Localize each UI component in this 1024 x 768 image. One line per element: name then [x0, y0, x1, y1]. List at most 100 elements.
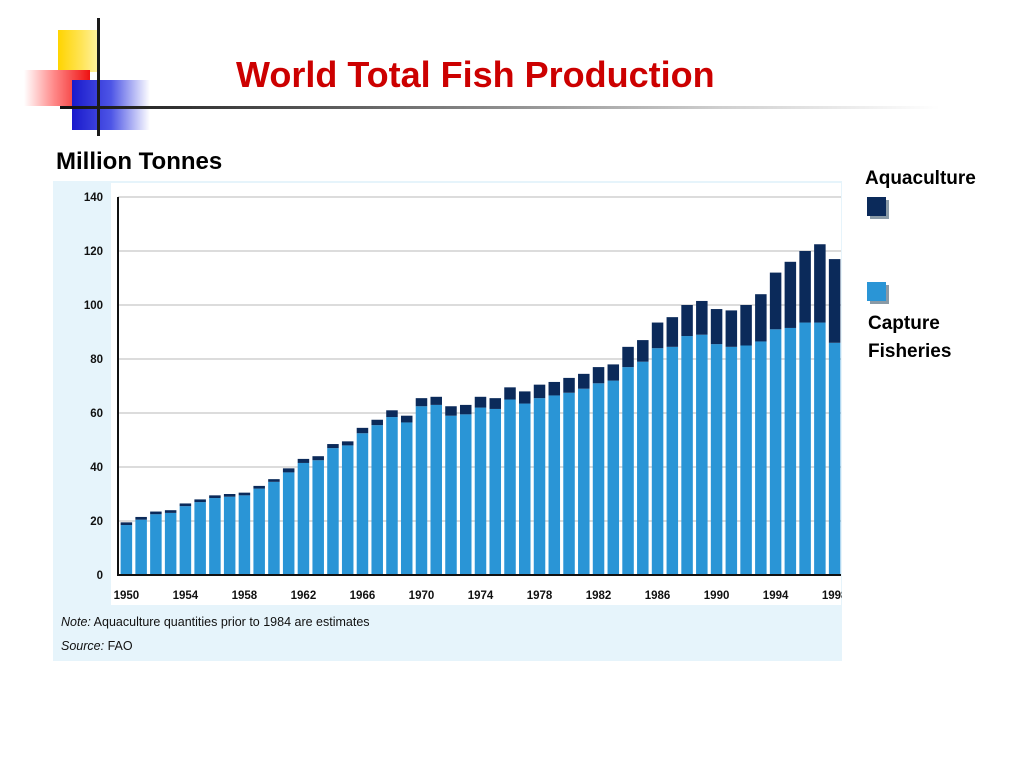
- bar-aquaculture-1978: [533, 384, 546, 399]
- bar-capture-1950: [120, 525, 133, 575]
- bar-capture-1954: [179, 506, 192, 575]
- bar-capture-1976: [504, 399, 516, 575]
- bar-aquaculture-1968: [386, 410, 398, 418]
- bar-capture-1964: [327, 448, 339, 575]
- bar-capture-1997: [814, 322, 826, 575]
- bar-capture-1956: [209, 498, 221, 575]
- bar-capture-1984: [622, 367, 634, 575]
- bar-aquaculture-1969: [400, 415, 413, 423]
- source-text: FAO: [104, 639, 133, 653]
- bar-capture-1953: [164, 512, 177, 575]
- bar-aquaculture-1994: [769, 272, 782, 330]
- bar-aquaculture-1979: [548, 381, 561, 396]
- bar-aquaculture-1956: [209, 495, 221, 499]
- bar-aquaculture-1987: [666, 317, 679, 347]
- bar-aquaculture-1996: [799, 251, 811, 323]
- bar-aquaculture-1971: [430, 396, 442, 405]
- bar-aquaculture-1985: [637, 340, 649, 362]
- bar-capture-1993: [755, 341, 767, 575]
- bar-aquaculture-1951: [135, 516, 147, 520]
- x-tick-label: 1966: [350, 590, 376, 602]
- bar-capture-1985: [637, 361, 649, 575]
- note-prefix: Note:: [61, 615, 91, 629]
- bar-aquaculture-1973: [459, 404, 472, 415]
- bar-aquaculture-1970: [415, 398, 428, 407]
- x-tick-label: 1990: [704, 590, 730, 602]
- y-tick-label: 40: [90, 462, 103, 474]
- bar-capture-1969: [400, 422, 413, 575]
- bar-aquaculture-1961: [282, 468, 295, 473]
- y-tick-label: 20: [90, 516, 103, 528]
- bar-aquaculture-1958: [238, 492, 251, 496]
- bar-aquaculture-1952: [150, 511, 162, 515]
- bar-aquaculture-1989: [696, 300, 708, 335]
- bar-capture-1998: [828, 342, 841, 575]
- legend-swatch-aquaculture: [867, 197, 889, 219]
- x-tick-label: 1994: [763, 590, 789, 602]
- bar-capture-1966: [356, 433, 369, 575]
- bar-capture-1991: [725, 346, 738, 575]
- bar-capture-1995: [784, 327, 797, 575]
- logo-yellow-square: [58, 30, 100, 72]
- bar-capture-1994: [769, 329, 782, 575]
- x-tick-label: 1958: [232, 590, 258, 602]
- fish-production-chart: 0 20 40 60 80 100 120 140 1950 1954 1958 1962 1966 19…: [61, 192, 842, 653]
- bar-capture-1957: [223, 496, 236, 575]
- bar-capture-1959: [253, 488, 265, 575]
- bar-aquaculture-1965: [341, 441, 354, 446]
- bar-capture-1980: [563, 392, 575, 575]
- logo-blue-square: [72, 80, 150, 130]
- bar-capture-1990: [710, 344, 723, 575]
- legend-label-capture: Capture Fisheries: [868, 310, 988, 366]
- y-tick-label: 0: [97, 570, 103, 582]
- bar-aquaculture-1997: [814, 244, 826, 323]
- bar-aquaculture-1966: [356, 427, 369, 434]
- x-tick-label: 1970: [409, 590, 435, 602]
- x-tick-label: 1950: [114, 590, 140, 602]
- bar-aquaculture-1974: [474, 396, 487, 408]
- bar-aquaculture-1950: [120, 522, 133, 526]
- bar-capture-1982: [592, 383, 605, 575]
- bar-aquaculture-1992: [740, 305, 752, 346]
- bar-aquaculture-1972: [445, 406, 457, 416]
- bar-capture-1970: [415, 406, 428, 575]
- legend-label-aquaculture: Aquaculture: [865, 168, 976, 189]
- bar-aquaculture-1955: [194, 499, 206, 503]
- bar-capture-1988: [681, 336, 693, 575]
- bar-aquaculture-1962: [297, 458, 310, 463]
- slide-title: World Total Fish Production: [236, 54, 715, 95]
- bar-capture-1958: [238, 495, 251, 575]
- bar-capture-1951: [135, 519, 147, 575]
- legend-swatch-capture: [867, 282, 889, 304]
- bar-aquaculture-1975: [489, 398, 502, 409]
- bar-aquaculture-1976: [504, 387, 516, 400]
- bar-aquaculture-1988: [681, 305, 693, 337]
- bar-capture-1963: [312, 460, 324, 575]
- bar-aquaculture-1983: [607, 364, 620, 381]
- bar-aquaculture-1953: [164, 510, 177, 513]
- bar-aquaculture-1981: [578, 373, 590, 389]
- bar-aquaculture-1960: [268, 479, 280, 482]
- bar-aquaculture-1982: [592, 367, 605, 384]
- bar-capture-1979: [548, 395, 561, 575]
- bar-aquaculture-1995: [784, 261, 797, 328]
- bar-capture-1968: [386, 417, 398, 575]
- source-prefix: Source:: [61, 639, 104, 653]
- bar-aquaculture-1993: [755, 294, 767, 342]
- bar-capture-1952: [150, 514, 162, 575]
- x-tick-label: 1974: [468, 590, 494, 602]
- bar-capture-1961: [282, 472, 295, 575]
- bar-aquaculture-1967: [371, 419, 383, 426]
- bar-capture-1983: [607, 380, 620, 575]
- bar-capture-1972: [445, 415, 457, 575]
- legend-label-capture-line1: Capture: [868, 313, 940, 334]
- x-tick-label: 1962: [291, 590, 317, 602]
- bar-aquaculture-1963: [312, 456, 324, 461]
- x-tick-label: 1982: [586, 590, 612, 602]
- bar-capture-1971: [430, 404, 442, 575]
- bar-aquaculture-1957: [223, 494, 236, 497]
- x-tick-label: 1986: [645, 590, 671, 602]
- logo-vertical-line: [97, 18, 100, 136]
- y-tick-label: 60: [90, 408, 103, 420]
- bar-capture-1987: [666, 346, 679, 575]
